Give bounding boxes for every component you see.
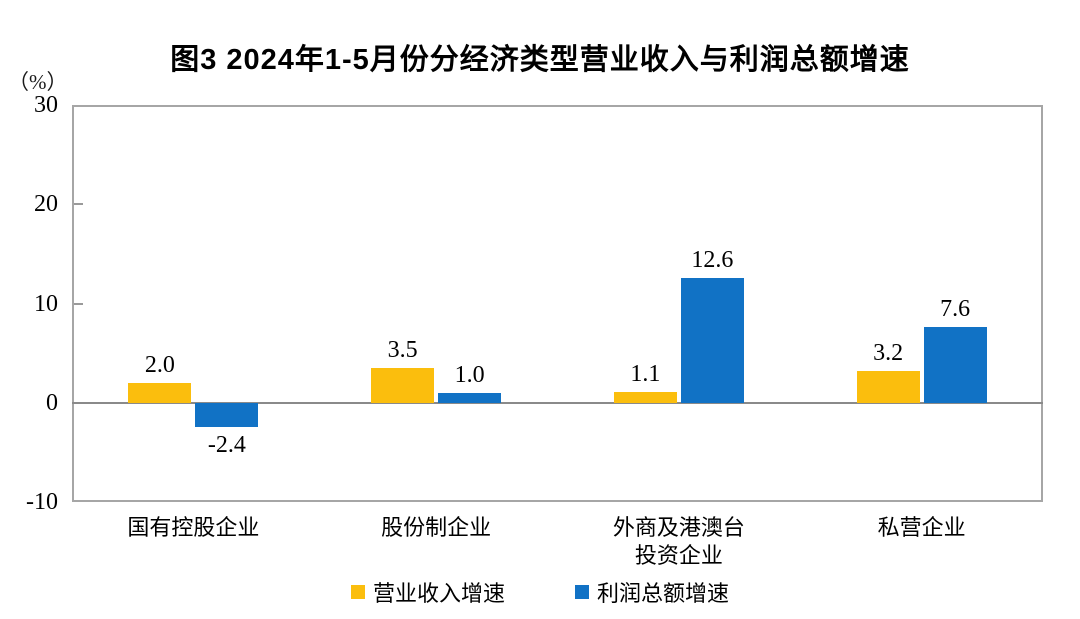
bar-series1-group1: [128, 382, 192, 403]
bar-series2-group1: [195, 402, 259, 427]
bar-series2-group2: [438, 392, 502, 403]
category-label: 国有控股企业: [127, 515, 260, 540]
legend: 营业收入增速 利润总额增速: [0, 576, 1080, 608]
y-tick-label: 10: [34, 290, 58, 317]
bar-value-label: 12.6: [691, 246, 734, 273]
zero-line: [72, 401, 1043, 404]
y-tick-label: -10: [26, 489, 58, 515]
bar-series2-group4: [923, 327, 987, 403]
bar-value-label: 3.2: [873, 339, 904, 366]
legend-item: 利润总额增速: [575, 576, 729, 608]
bar-value-label: 7.6: [940, 296, 971, 323]
bar-value-label: -2.4: [207, 431, 246, 458]
category-label: 外商及港澳台 投资企业: [612, 515, 745, 568]
bar-series1-group4: [856, 370, 920, 403]
legend-swatch-icon: [350, 585, 365, 599]
legend-item: 营业收入增速: [350, 576, 505, 608]
chart-title: 图3 2024年1-5月份分经济类型营业收入与利润总额增速: [170, 44, 910, 76]
category-label: 私营企业: [877, 515, 966, 540]
bar-series1-group3: [613, 391, 677, 403]
bar-series2-group3: [680, 277, 744, 403]
y-tick-mark: [74, 203, 83, 206]
bar-series1-group2: [371, 368, 435, 403]
plot-area: [72, 105, 1043, 502]
y-axis-unit-label: （%）: [8, 70, 68, 94]
y-tick-mark: [74, 302, 83, 305]
y-tick-label: 30: [34, 92, 58, 118]
bar-value-label: 1.1: [630, 360, 661, 387]
bar-value-label: 3.5: [387, 337, 418, 363]
bar-value-label: 2.0: [144, 351, 175, 378]
bar-value-label: 1.0: [454, 361, 485, 388]
y-tick-label: 20: [34, 191, 58, 218]
legend-swatch-icon: [575, 585, 589, 599]
category-label: 股份制企业: [381, 515, 492, 540]
y-tick-label: 0: [46, 389, 58, 416]
legend-label: 利润总额增速: [597, 581, 730, 606]
legend-label: 营业收入增速: [372, 581, 505, 606]
